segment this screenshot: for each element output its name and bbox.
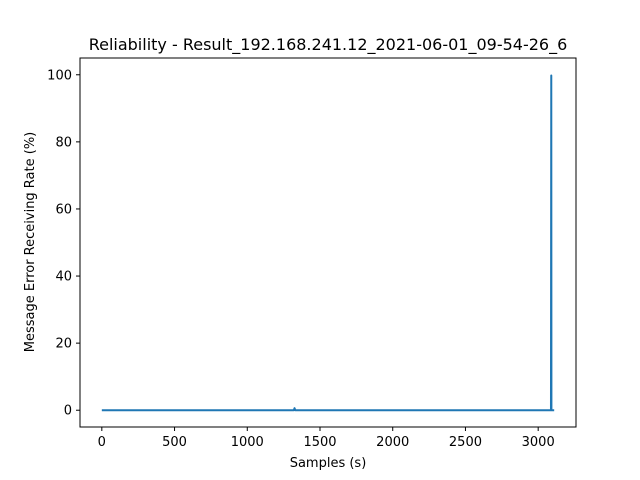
y-tick-label: 100 bbox=[47, 68, 72, 83]
x-tick-label: 3000 bbox=[522, 435, 555, 450]
y-tick-label: 20 bbox=[55, 337, 72, 352]
x-tick-label: 2000 bbox=[376, 435, 409, 450]
y-tick-label: 80 bbox=[55, 135, 72, 150]
x-tick-label: 2500 bbox=[449, 435, 482, 450]
y-tick-label: 40 bbox=[55, 270, 72, 285]
chart-title: Reliability - Result_192.168.241.12_2021… bbox=[89, 35, 568, 55]
x-tick-label: 1500 bbox=[303, 435, 336, 450]
x-tick-label: 500 bbox=[162, 435, 187, 450]
series-line bbox=[101, 74, 555, 412]
x-tick-label: 0 bbox=[98, 435, 106, 450]
x-axis: 0 500 1000 1500 2000 2500 3000 bbox=[98, 427, 555, 450]
plot-area bbox=[79, 57, 577, 428]
y-tick-label: 60 bbox=[55, 202, 72, 217]
y-axis-label: Message Error Receiving Rate (%) bbox=[23, 132, 38, 353]
y-tick-label: 0 bbox=[64, 404, 72, 419]
x-axis-label: Samples (s) bbox=[290, 456, 367, 471]
series-layer bbox=[101, 74, 555, 412]
x-tick-label: 1000 bbox=[231, 435, 264, 450]
y-axis: 0 20 40 60 80 100 bbox=[47, 68, 80, 419]
